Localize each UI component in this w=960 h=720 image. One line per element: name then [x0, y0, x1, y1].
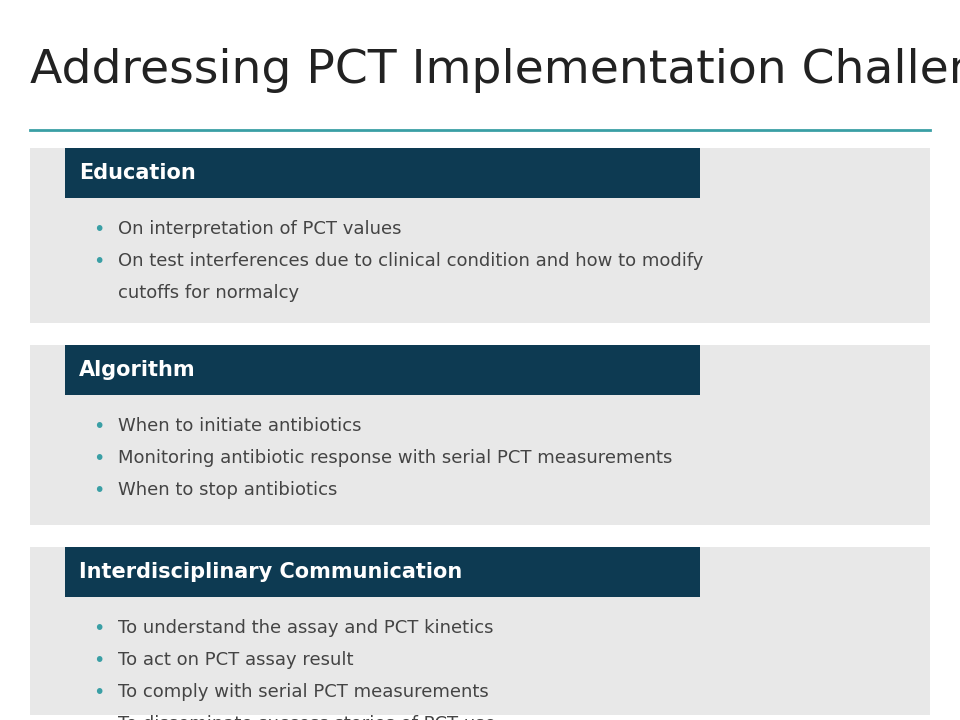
Text: •: •: [93, 252, 105, 271]
Text: To disseminate success stories of PCT use: To disseminate success stories of PCT us…: [118, 715, 495, 720]
Text: To act on PCT assay result: To act on PCT assay result: [118, 651, 353, 669]
Bar: [30, 345, 930, 525]
Text: When to stop antibiotics: When to stop antibiotics: [118, 481, 337, 499]
Bar: [30, 148, 930, 323]
Bar: [65, 345, 700, 395]
Text: •: •: [93, 220, 105, 239]
Text: Algorithm: Algorithm: [79, 360, 196, 380]
Text: •: •: [93, 715, 105, 720]
Text: On test interferences due to clinical condition and how to modify: On test interferences due to clinical co…: [118, 252, 704, 270]
Text: When to initiate antibiotics: When to initiate antibiotics: [118, 417, 362, 435]
Text: •: •: [93, 449, 105, 468]
Bar: [30, 547, 930, 715]
Text: To comply with serial PCT measurements: To comply with serial PCT measurements: [118, 683, 489, 701]
Text: •: •: [93, 417, 105, 436]
Text: Interdisciplinary Communication: Interdisciplinary Communication: [79, 562, 463, 582]
Text: To understand the assay and PCT kinetics: To understand the assay and PCT kinetics: [118, 619, 493, 637]
Bar: [65, 148, 700, 198]
Text: Education: Education: [79, 163, 196, 183]
Text: Addressing PCT Implementation Challenges: Addressing PCT Implementation Challenges: [30, 48, 960, 93]
Text: cutoffs for normalcy: cutoffs for normalcy: [118, 284, 300, 302]
Bar: [65, 547, 700, 597]
Text: •: •: [93, 619, 105, 638]
Text: On interpretation of PCT values: On interpretation of PCT values: [118, 220, 401, 238]
Text: •: •: [93, 651, 105, 670]
Text: •: •: [93, 683, 105, 702]
Text: •: •: [93, 481, 105, 500]
Text: Monitoring antibiotic response with serial PCT measurements: Monitoring antibiotic response with seri…: [118, 449, 672, 467]
